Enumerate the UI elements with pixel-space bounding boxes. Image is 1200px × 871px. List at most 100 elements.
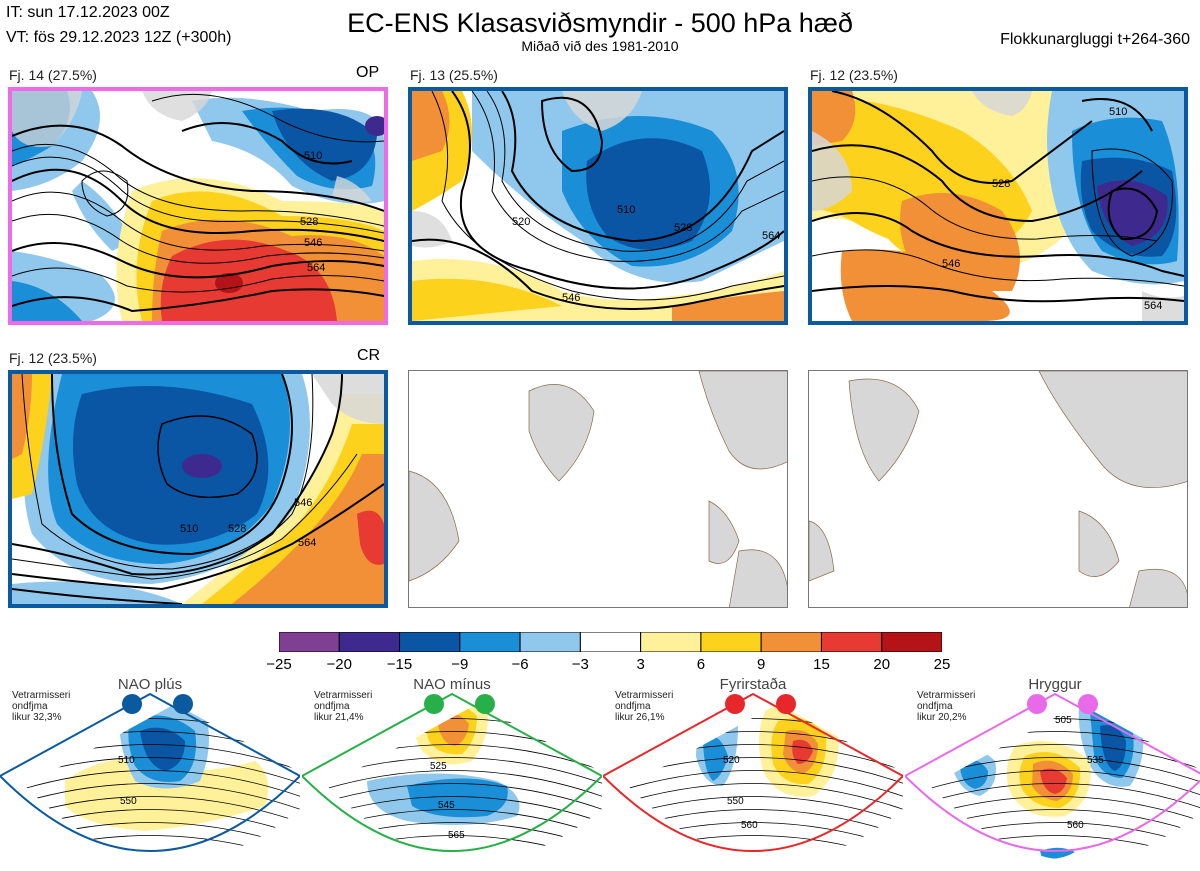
- chart-title: EC-ENS Klasasviðsmyndir - 500 hPa hæð: [347, 8, 853, 38]
- colorbar-tick-label: 3: [636, 656, 645, 673]
- contour-label: 520: [723, 755, 740, 766]
- height-contour: [25, 835, 300, 861]
- regime-panel: NAO plús Vetrarmisseri ondfjma likur 32,3…: [0, 676, 300, 871]
- contour-label: 560: [741, 820, 758, 831]
- contour-label: 528: [992, 178, 1010, 190]
- anomaly-area: [437, 713, 469, 746]
- height-contour: [25, 770, 300, 799]
- panel-2-label: Fj. 13 (25.5%): [410, 67, 498, 83]
- height-contour: [930, 770, 1200, 799]
- anomaly-area: [1040, 768, 1067, 794]
- contour-label: 510: [1109, 106, 1127, 118]
- colorbar-tick-label: −9: [451, 656, 469, 673]
- regime-frame: [905, 692, 1200, 852]
- height-contour: [628, 757, 903, 786]
- regime-marker: [173, 694, 193, 714]
- panel-1-tag: OP: [356, 64, 380, 81]
- colorbar-swatch: [640, 632, 702, 652]
- regime-map: 525 545 565: [302, 692, 602, 861]
- height-contour: [628, 770, 903, 799]
- regime-marker: [1078, 694, 1098, 714]
- colorbar-swatch: [338, 632, 401, 652]
- panel-4-label: Fj. 12 (23.5%): [9, 350, 97, 366]
- height-contour: [628, 731, 903, 760]
- contour-label: 550: [120, 796, 137, 807]
- regime-map: 520 550 560: [603, 692, 903, 861]
- valid-time: VT: fös 29.12.2023 12Z (+300h): [6, 29, 232, 46]
- regime-frame: [302, 692, 602, 852]
- empty-map-panel-2: [808, 370, 1188, 608]
- contour-label: 528: [228, 523, 246, 535]
- regime-probability: Vetrarmisseri ondfjma likur 20,2%: [917, 690, 976, 723]
- contour-label: 525: [430, 761, 447, 772]
- contour-label: 564: [298, 537, 316, 549]
- height-contour: [628, 835, 903, 861]
- colorbar-swatch: [399, 632, 461, 652]
- regime-panel: Fyrirstaða Vetrarmisseri ondfjma likur 26…: [603, 676, 903, 871]
- regime-panel: Hryggur Vetrarmisseri ondfjma likur 20,2%…: [905, 676, 1200, 871]
- contour-label: 546: [942, 258, 960, 270]
- anomaly-area: [65, 758, 269, 831]
- contour-label: 510: [617, 204, 635, 216]
- contour-label: 545: [438, 800, 455, 811]
- regime-marker: [424, 694, 444, 714]
- height-contour: [628, 718, 903, 747]
- regime-name: Fyrirstaða: [719, 676, 787, 693]
- regime-frame: [603, 692, 903, 852]
- colorbar-swatch: [760, 632, 822, 652]
- colorbar-swatch: [519, 632, 581, 652]
- colorbar-swatch: [579, 632, 642, 652]
- contour-label: 564: [307, 262, 325, 274]
- contour-label: 535: [1087, 755, 1104, 766]
- contour-label: 505: [1055, 715, 1072, 726]
- chart-subtitle: Miðað við des 1981-2010: [521, 38, 679, 54]
- colorbar: [279, 632, 942, 652]
- colorbar-swatch: [459, 632, 521, 652]
- panel-3-label: Fj. 12 (23.5%): [810, 67, 898, 83]
- contour-label: 510: [118, 755, 135, 766]
- regime-panel: NAO mínus Vetrarmisseri ondfjma likur 21,…: [302, 676, 602, 871]
- regime-probability: Vetrarmisseri ondfjma likur 21,4%: [314, 690, 373, 723]
- regime-name: Hryggur: [1028, 676, 1082, 693]
- contour-label: 528: [300, 216, 318, 228]
- contour-label: 528: [674, 222, 692, 234]
- colorbar-swatch: [820, 632, 883, 652]
- cluster-map-panel-2: 510 520 528 546 564 582: [408, 87, 788, 325]
- height-contour: [327, 770, 602, 799]
- colorbar-swatch: [700, 632, 762, 652]
- contour-label: 546: [562, 292, 580, 304]
- regime-name: NAO mínus: [413, 676, 491, 693]
- height-contour: [628, 744, 903, 773]
- colorbar-tick-label: 9: [757, 656, 766, 673]
- contour-label: 546: [304, 237, 322, 249]
- panel-4-tag: CR: [357, 347, 381, 364]
- cluster-map-panel-4: 510 528 546 564: [8, 370, 388, 608]
- cluster-map-panel-3: 510 528 546 564: [808, 87, 1188, 325]
- regime-probability: Vetrarmisseri ondfjma likur 26,1%: [615, 690, 674, 723]
- empty-map-panel-1: [408, 370, 788, 608]
- clustering-window-label: Flokkunargluggi t+264-360: [1000, 31, 1190, 48]
- contour-label: 565: [448, 830, 465, 841]
- contour-label: 546: [294, 497, 312, 509]
- colorbar-swatch: [279, 632, 340, 652]
- height-contour: [628, 783, 903, 812]
- anomaly-area: [140, 727, 185, 771]
- regime-marker: [475, 694, 495, 714]
- colorbar-tick-label: −25: [266, 656, 292, 673]
- colorbar-tick-label: −3: [571, 656, 589, 673]
- anomaly-area: [407, 778, 508, 818]
- regime-probability: Vetrarmisseri ondfjma likur 32,3%: [12, 690, 71, 723]
- contour-label: 560: [1067, 820, 1084, 831]
- contour-label: 564: [762, 230, 780, 242]
- regime-map: 510 550: [0, 692, 300, 861]
- height-contour: [930, 822, 1200, 851]
- regime-name: NAO plús: [117, 676, 183, 693]
- regime-frame: [0, 692, 300, 852]
- contour-label: 520: [512, 216, 530, 228]
- colorbar-swatch: [881, 632, 942, 652]
- regime-marker: [776, 694, 796, 714]
- colorbar-tick-label: −20: [326, 656, 352, 673]
- height-contour: [930, 718, 1200, 747]
- colorbar-tick-label: 6: [696, 656, 706, 673]
- anomaly-area: [792, 739, 813, 764]
